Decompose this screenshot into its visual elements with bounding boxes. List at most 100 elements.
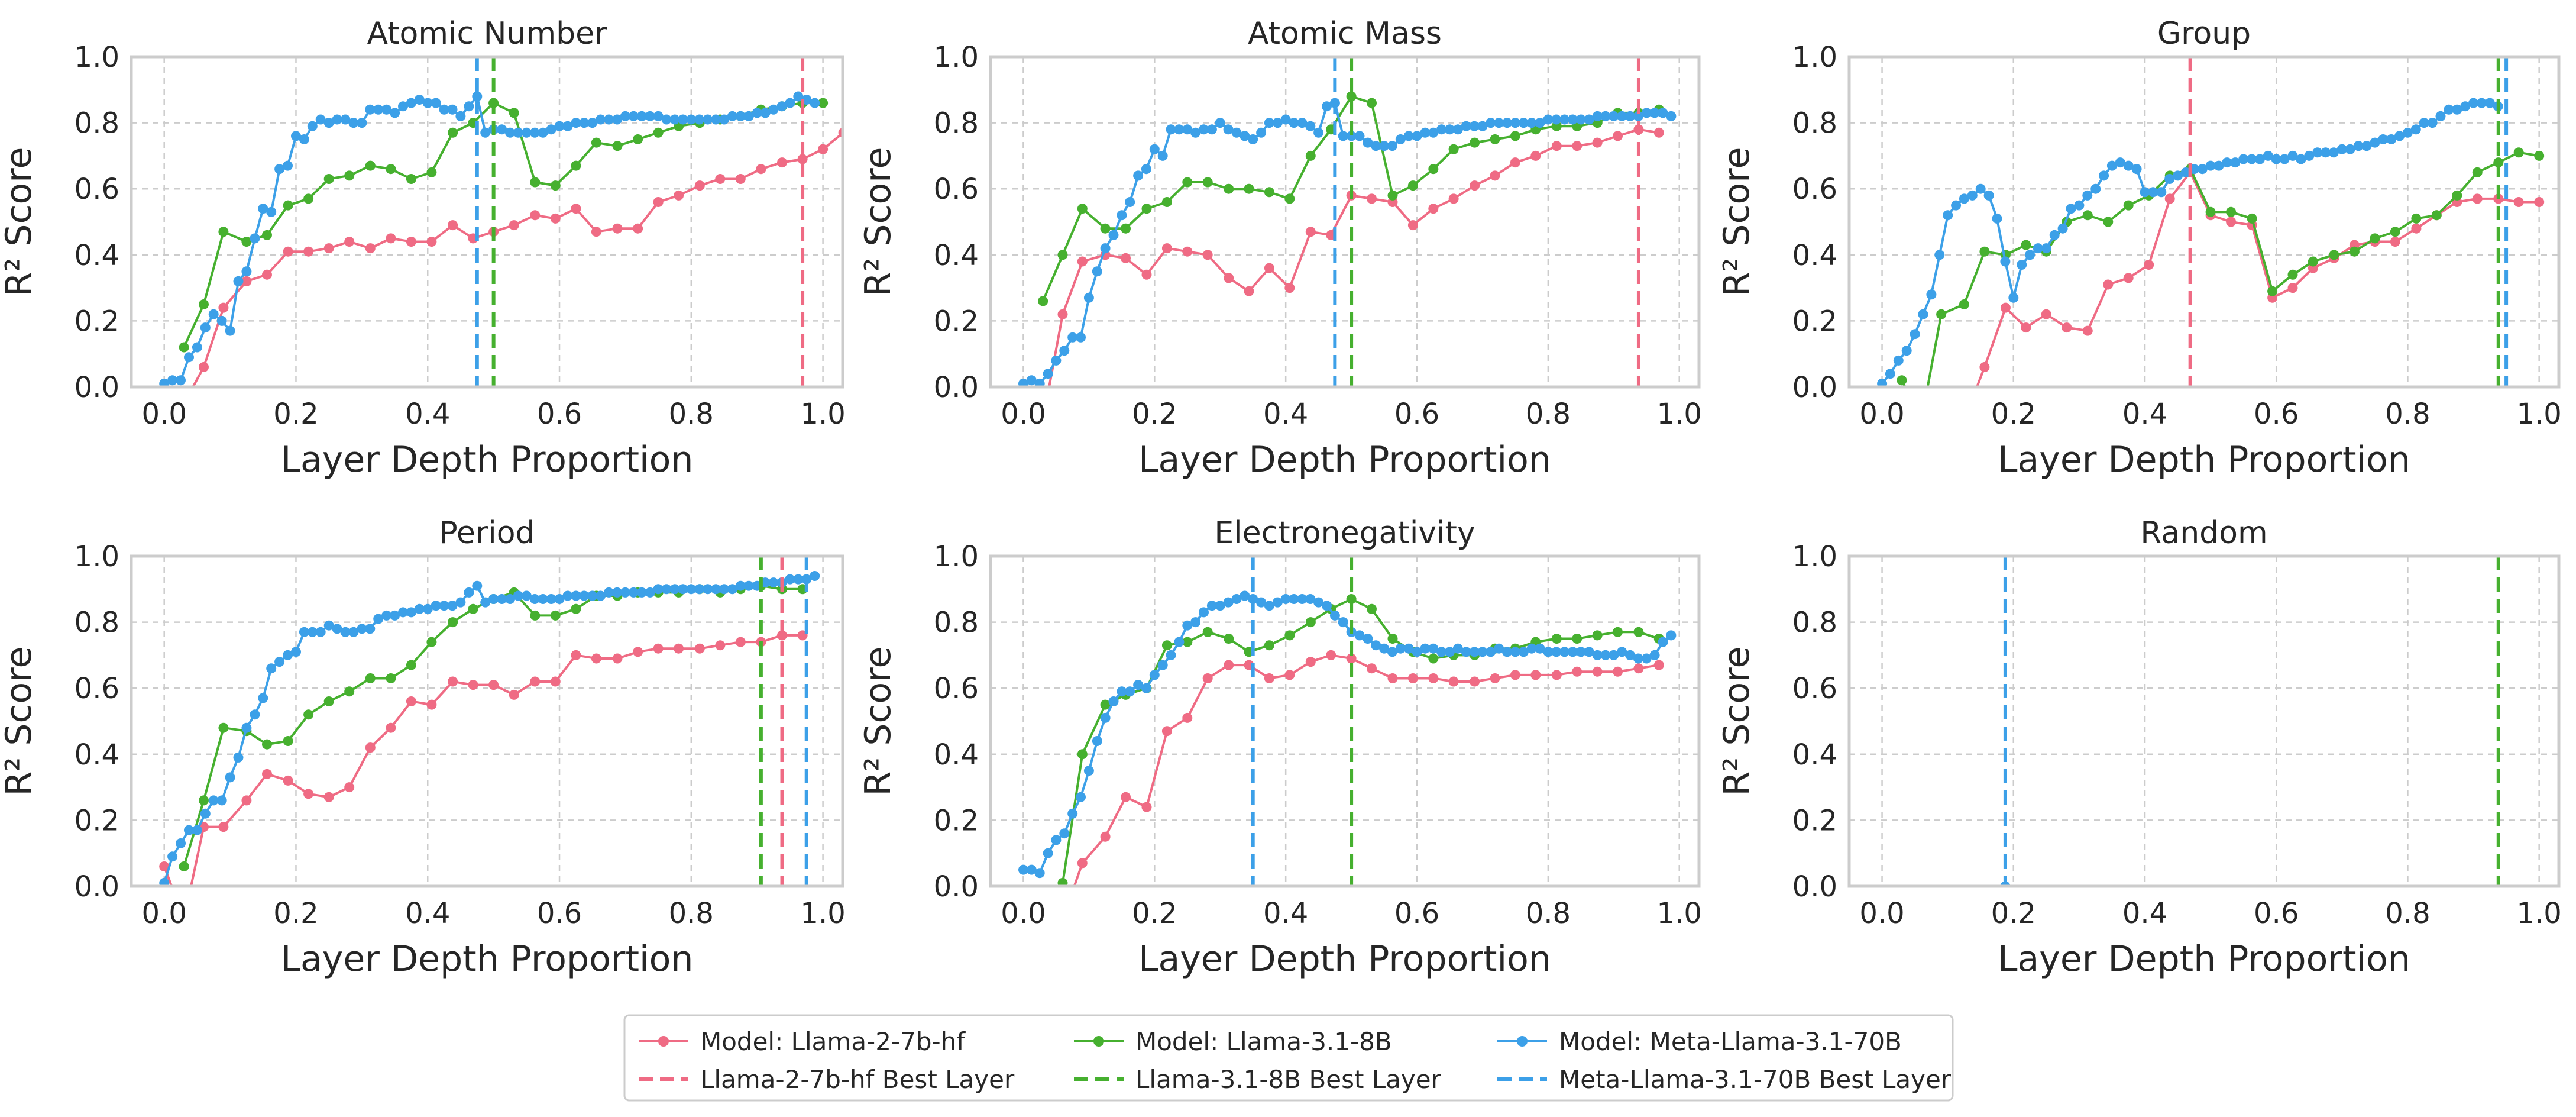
data-point-meta-llama-3-1-70b [620,587,630,598]
panel-atomic-mass: 0.0 0.2 0.4 0.6 0.8 1.0 0.0 0.2 0.4 0.6 0.8 1.0 Atom… [857,16,1702,480]
data-point-meta-llama-3-1-70b [1083,766,1094,776]
data-point-llama-2-7b-hf [1244,286,1254,296]
x-tick-label: 0.8 [1526,398,1571,431]
data-point-meta-llama-3-1-70b [645,111,655,121]
data-point-meta-llama-3-1-70b [1926,289,1937,300]
data-point-meta-llama-3-1-70b [571,590,581,601]
data-point-llama-3-1-8b [386,673,396,683]
data-point-meta-llama-3-1-70b [653,111,664,121]
data-point-meta-llama-3-1-70b [1174,124,1185,135]
data-point-meta-llama-3-1-70b [669,584,680,595]
data-point-llama-3-1-8b [1936,309,1947,319]
data-point-llama-3-1-8b [218,227,229,237]
data-point-meta-llama-3-1-70b [1338,617,1348,628]
data-point-llama-3-1-8b [1121,223,1131,234]
data-point-llama-2-7b-hf [777,157,787,168]
data-point-llama-2-7b-hf [1428,204,1439,214]
data-point-llama-3-1-8b [365,673,376,683]
data-point-meta-llama-3-1-70b [1043,369,1053,379]
data-point-meta-llama-3-1-70b [1510,647,1520,657]
y-tick-label: 0.8 [934,606,979,640]
data-point-meta-llama-3-1-70b [332,624,342,634]
data-point-meta-llama-3-1-70b [159,378,170,387]
data-point-meta-llama-3-1-70b [1901,346,1912,356]
data-point-meta-llama-3-1-70b [2247,154,2257,164]
data-point-meta-llama-3-1-70b [2484,98,2495,108]
data-point-llama-3-1-8b [530,177,541,188]
data-point-meta-llama-3-1-70b [2238,154,2249,164]
data-point-llama-3-1-8b [2452,190,2462,201]
plot-area [1018,590,1677,886]
data-point-llama-2-7b-hf [218,302,229,313]
y-tick-label: 0.8 [75,107,119,140]
series-line-llama-3-1-8b [183,101,823,348]
data-point-llama-2-7b-hf [365,243,376,254]
data-point-meta-llama-3-1-70b [636,111,647,121]
data-point-llama-2-7b-hf [1202,673,1213,683]
data-point-llama-2-7b-hf [365,742,376,753]
data-point-meta-llama-3-1-70b [1584,647,1594,657]
data-point-meta-llama-3-1-70b [538,127,548,138]
data-point-meta-llama-3-1-70b [2164,174,2175,184]
data-point-llama-3-1-8b [1387,634,1398,644]
data-point-llama-3-1-8b [406,660,416,670]
data-point-meta-llama-3-1-70b [1649,108,1660,118]
data-point-llama-2-7b-hf [2164,193,2175,204]
data-point-meta-llama-3-1-70b [1067,332,1078,343]
x-tick-label: 0.0 [1859,398,1904,431]
data-point-llama-3-1-8b [1141,204,1152,214]
data-point-meta-llama-3-1-70b [472,91,483,102]
data-point-meta-llama-3-1-70b [1641,108,1652,118]
data-point-llama-3-1-8b [653,127,664,138]
data-point-meta-llama-3-1-70b [340,627,351,637]
data-point-llama-3-1-8b [448,127,458,138]
x-axis-label: Layer Depth Proportion [281,938,694,980]
y-tick-label: 0.0 [934,870,979,903]
data-point-meta-llama-3-1-70b [2263,150,2273,161]
data-point-meta-llama-3-1-70b [661,584,672,595]
data-point-meta-llama-3-1-70b [299,134,309,144]
data-point-meta-llama-3-1-70b [1445,124,1455,135]
data-point-llama-2-7b-hf [715,640,726,651]
data-point-meta-llama-3-1-70b [2049,230,2060,240]
data-point-meta-llama-3-1-70b [1338,131,1348,141]
data-point-meta-llama-3-1-70b [2419,118,2429,128]
panel-title: Atomic Number [367,16,608,51]
data-point-llama-3-1-8b [1182,177,1193,188]
data-point-llama-3-1-8b [2329,250,2339,260]
data-point-llama-2-7b-hf [509,220,519,231]
data-point-meta-llama-3-1-70b [521,590,532,601]
data-point-meta-llama-3-1-70b [2090,183,2101,194]
data-point-meta-llama-3-1-70b [1051,835,1062,845]
data-point-meta-llama-3-1-70b [1329,610,1340,621]
data-point-meta-llama-3-1-70b [1518,118,1529,128]
data-point-llama-3-1-8b [2493,157,2504,168]
data-point-meta-llama-3-1-70b [1018,864,1028,875]
y-tick-label: 0.2 [75,305,119,338]
data-point-llama-2-7b-hf [2123,273,2134,283]
legend-label: Model: Meta-Llama-3.1-70B [1559,1027,1902,1056]
data-point-llama-2-7b-hf [1470,676,1480,687]
data-point-llama-3-1-8b [283,200,293,211]
data-point-llama-3-1-8b [1077,204,1088,214]
data-point-meta-llama-3-1-70b [1289,594,1299,604]
data-point-llama-3-1-8b [1897,375,1907,386]
data-point-meta-llama-3-1-70b [2017,260,2027,270]
data-point-meta-llama-3-1-70b [1428,127,1439,138]
data-point-llama-3-1-8b [2308,256,2318,267]
data-point-llama-2-7b-hf [1367,663,1377,674]
data-point-meta-llama-3-1-70b [1584,114,1594,125]
data-point-meta-llama-3-1-70b [1666,630,1677,641]
data-point-meta-llama-3-1-70b [810,571,820,581]
data-point-meta-llama-3-1-70b [323,620,334,631]
data-point-meta-llama-3-1-70b [1190,127,1201,138]
x-axis-label: Layer Depth Proportion [1998,938,2410,980]
data-point-meta-llama-3-1-70b [2410,124,2421,135]
data-point-llama-2-7b-hf [591,653,601,664]
data-point-meta-llama-3-1-70b [1117,686,1127,697]
data-point-meta-llama-3-1-70b [1412,647,1422,657]
legend-marker-swatch [1093,1036,1104,1047]
y-tick-label: 1.0 [75,540,119,573]
data-point-llama-3-1-8b [1510,131,1520,141]
data-point-meta-llama-3-1-70b [719,584,729,595]
